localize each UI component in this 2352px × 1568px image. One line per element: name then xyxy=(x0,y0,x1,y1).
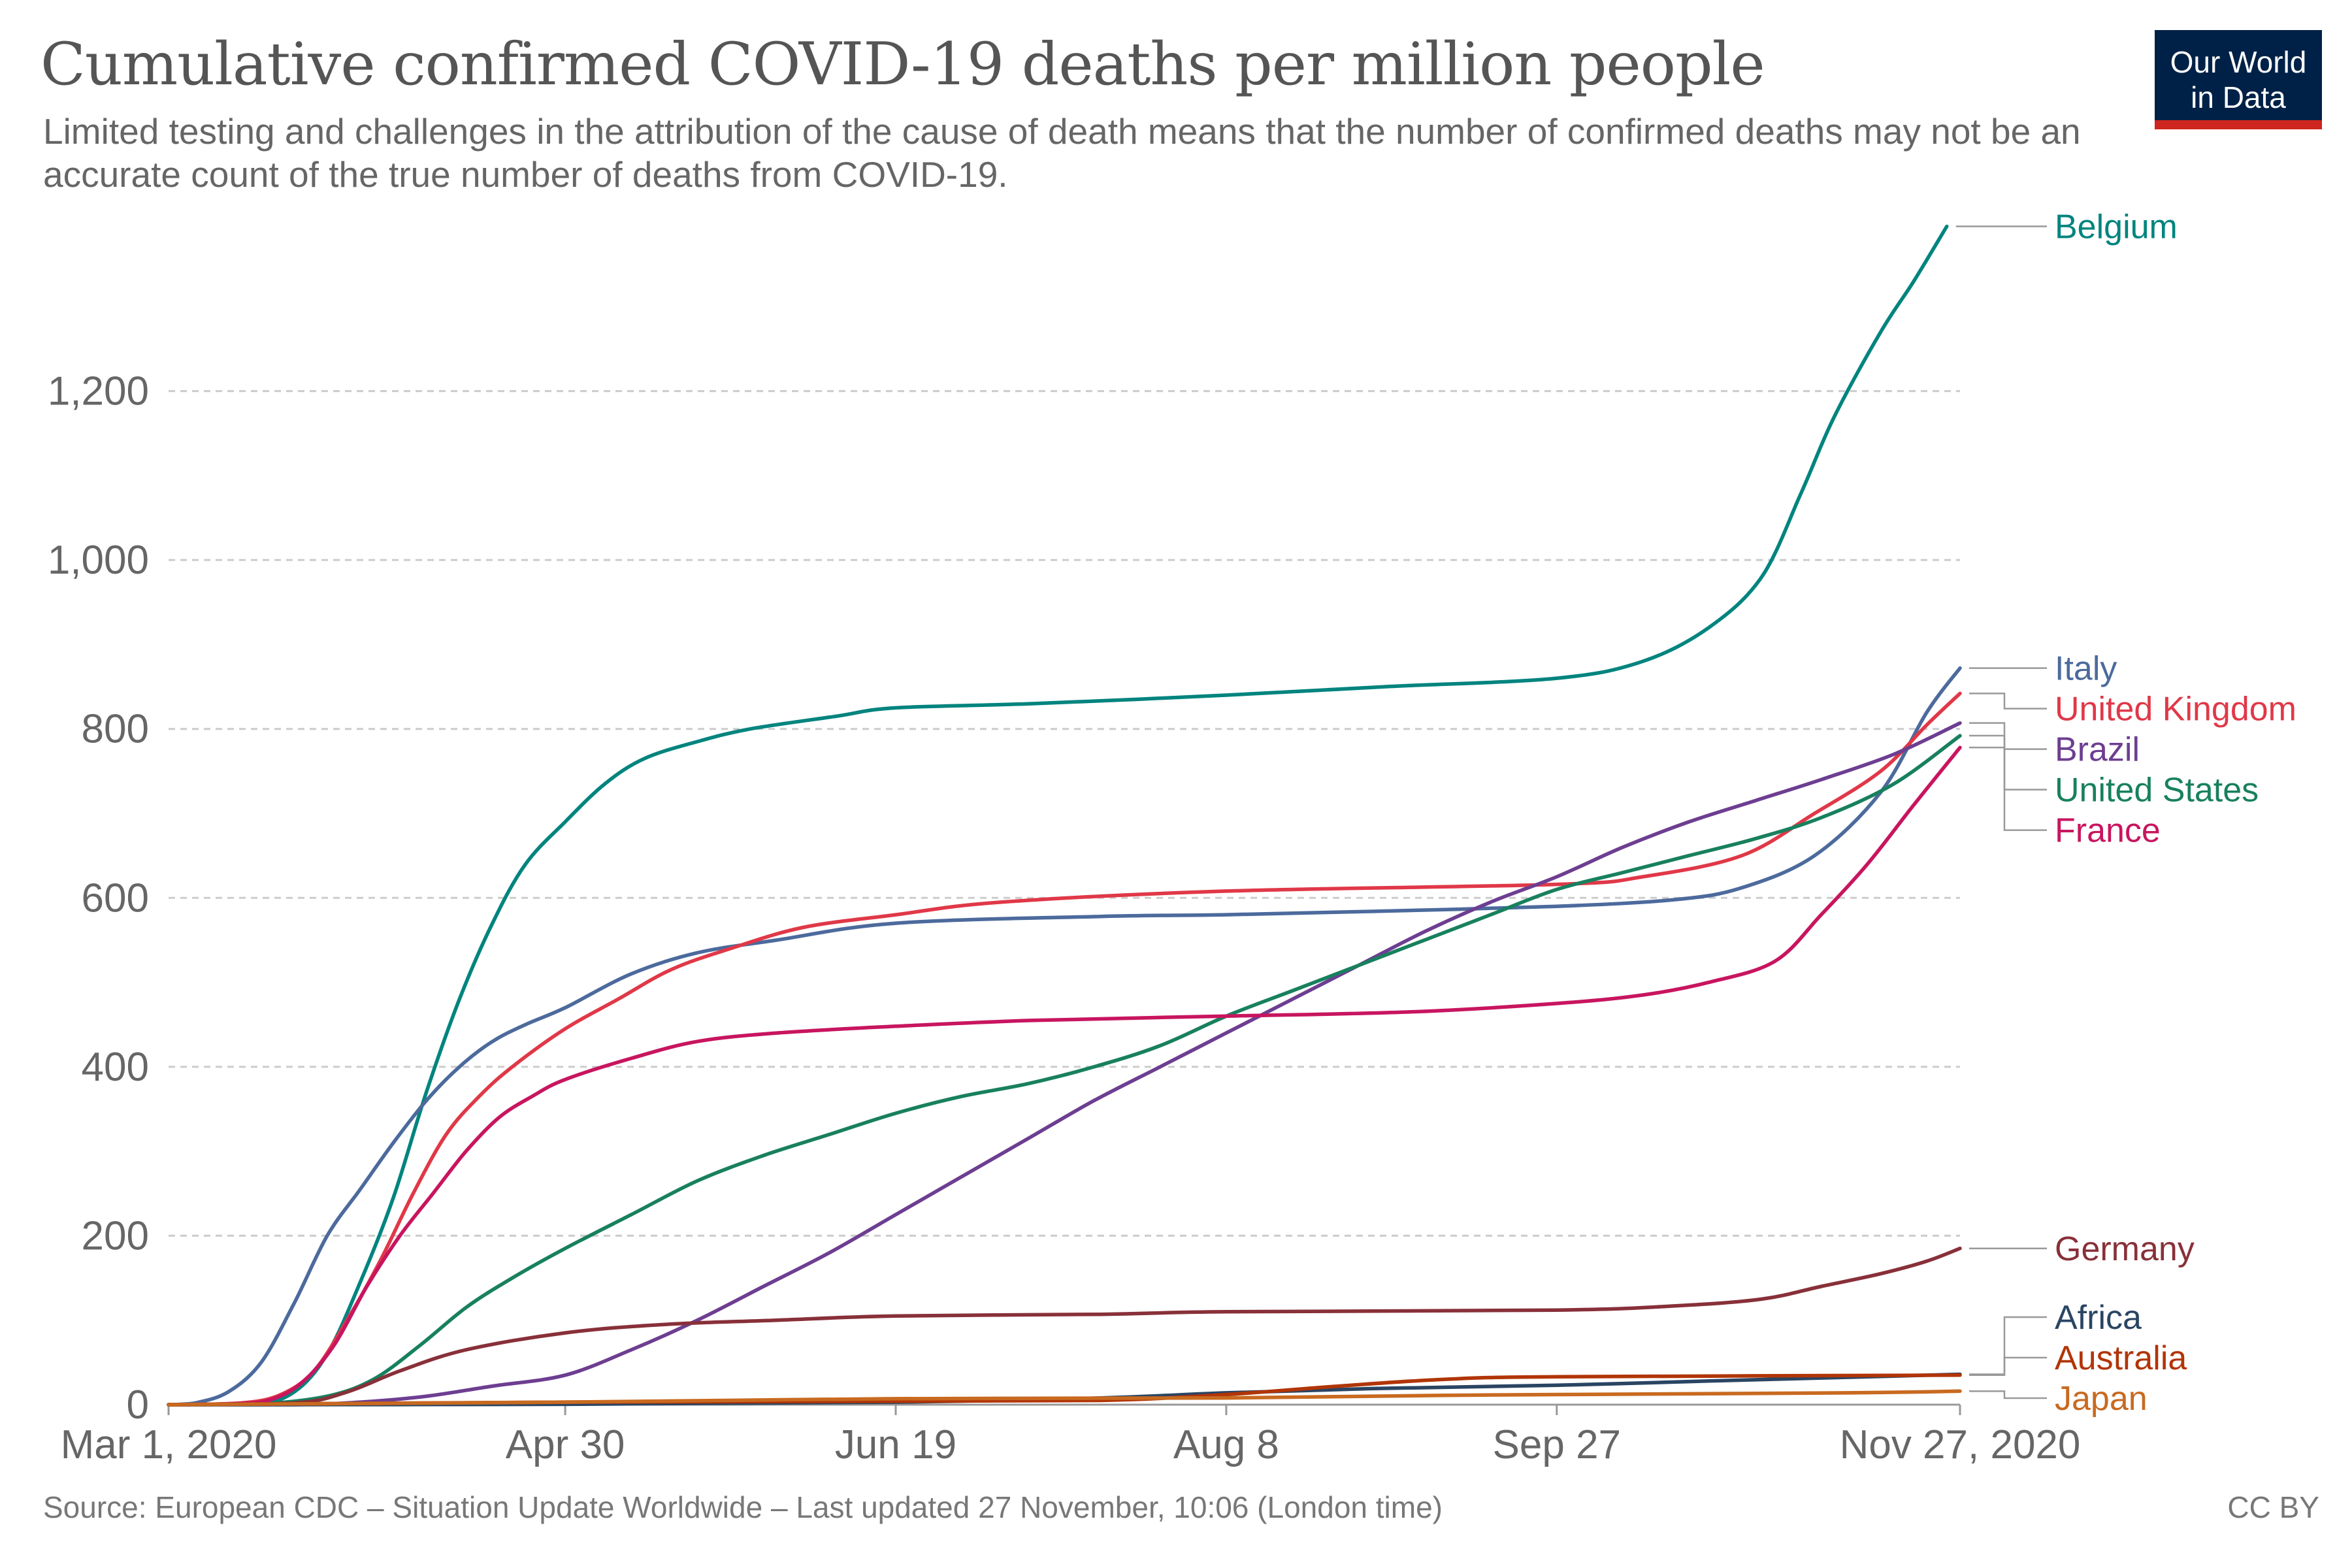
license-link[interactable]: CC BY xyxy=(2227,1490,2319,1524)
series-label-france[interactable]: France xyxy=(2055,812,2161,850)
series-line-united-kingdom[interactable] xyxy=(167,691,1962,1407)
series-line-united-states[interactable] xyxy=(167,734,1962,1407)
y-tick-label: 800 xyxy=(82,707,149,752)
leader-line-africa xyxy=(1969,1316,2047,1375)
chart-title: Cumulative confirmed COVID-19 deaths per… xyxy=(41,30,1765,99)
series-line-italy[interactable] xyxy=(167,666,1962,1407)
series-line-france[interactable] xyxy=(167,745,1962,1407)
series-line-germany[interactable] xyxy=(167,1247,1962,1407)
series-lines[interactable] xyxy=(167,224,1962,1407)
series-line-australia[interactable] xyxy=(167,1373,1962,1407)
x-tick-label: Aug 8 xyxy=(1173,1422,1279,1467)
x-tick-label: Mar 1, 2020 xyxy=(61,1422,277,1467)
y-tick-label: 600 xyxy=(82,875,149,921)
x-tick-label: Jun 19 xyxy=(835,1422,956,1467)
series-label-brazil[interactable]: Brazil xyxy=(2055,731,2140,769)
series-label-italy[interactable]: Italy xyxy=(2055,650,2117,688)
series-label-united-kingdom[interactable]: United Kingdom xyxy=(2055,691,2296,728)
series-label-united-states[interactable]: United States xyxy=(2055,772,2259,809)
x-tick-label: Nov 27, 2020 xyxy=(1840,1422,2081,1467)
series-label-africa[interactable]: Africa xyxy=(2055,1299,2142,1337)
y-tick-label: 1,000 xyxy=(48,538,149,583)
x-tick-label: Apr 30 xyxy=(506,1422,625,1467)
chart-subtitle: Limited testing and challenges in the at… xyxy=(43,111,2081,195)
leader-line-japan xyxy=(1969,1390,2047,1399)
series-line-brazil[interactable] xyxy=(167,721,1962,1407)
series-label-japan[interactable]: Japan xyxy=(2055,1380,2148,1418)
logo-line-2: in Data xyxy=(2191,80,2286,114)
logo-line-1: Our World xyxy=(2170,45,2307,79)
series-label-belgium[interactable]: Belgium xyxy=(2055,208,2178,246)
y-tick-label: 200 xyxy=(82,1213,149,1258)
leader-line-australia xyxy=(1969,1356,2047,1376)
owid-logo[interactable]: Our World in Data xyxy=(2155,30,2322,129)
leader-line-united-kingdom xyxy=(1969,693,2047,710)
series-line-africa[interactable] xyxy=(167,1372,1962,1407)
gridlines xyxy=(169,390,1960,1237)
y-tick-label: 1,200 xyxy=(48,369,149,414)
x-tick-label: Sep 27 xyxy=(1493,1422,1622,1467)
series-line-belgium[interactable] xyxy=(167,224,1949,1407)
x-axis: Mar 1, 2020 Apr 30 Jun 19 Aug 8 Sep 27 Nov 27… xyxy=(61,1403,2081,1467)
leader-line-france xyxy=(1969,746,2047,831)
leader-line-united-states xyxy=(1969,734,2047,791)
source-note[interactable]: Source: European CDC – Situation Update … xyxy=(43,1490,1443,1524)
series-label-australia[interactable]: Australia xyxy=(2055,1339,2187,1377)
series-label-germany[interactable]: Germany xyxy=(2055,1230,2195,1268)
y-axis: 0 200 400 600 800 1,000 1,200 xyxy=(48,369,149,1428)
y-tick-label: 400 xyxy=(82,1045,149,1090)
y-tick-label: 0 xyxy=(127,1382,149,1428)
series-line-japan[interactable] xyxy=(167,1389,1962,1407)
